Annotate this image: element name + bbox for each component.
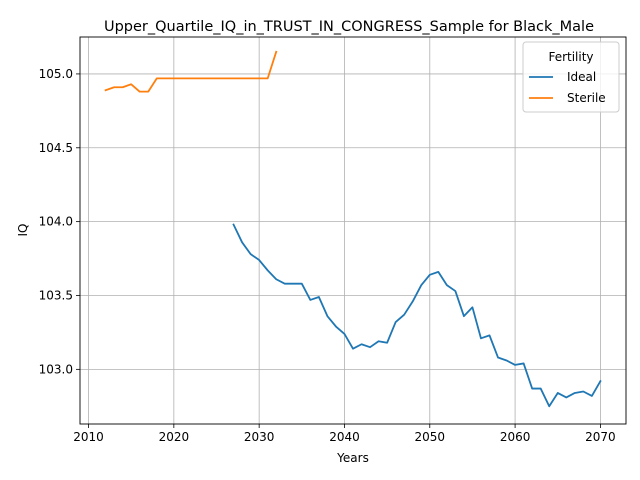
y-tick-label: 104.5 — [39, 141, 73, 155]
y-tick-label: 103.0 — [39, 362, 73, 376]
series-line-ideal — [232, 223, 602, 408]
legend-label-sterile: Sterile — [567, 91, 606, 105]
grid-lines — [80, 37, 626, 424]
x-tick-label: 2040 — [329, 430, 360, 444]
x-tick-label: 2070 — [585, 430, 616, 444]
x-tick-label: 2050 — [415, 430, 446, 444]
y-tick-label: 105.0 — [39, 67, 73, 81]
series-line-sterile — [104, 50, 278, 93]
legend-title: Fertility — [548, 50, 593, 64]
chart-title: Upper_Quartile_IQ_in_TRUST_IN_CONGRESS_S… — [104, 19, 594, 35]
x-tick-label: 2020 — [159, 430, 190, 444]
y-tick-label: 104.0 — [39, 215, 73, 229]
x-tick-label: 2030 — [244, 430, 275, 444]
legend: Fertility Ideal Sterile — [522, 41, 620, 113]
y-axis-label: IQ — [16, 224, 30, 237]
plot-frame — [79, 36, 627, 425]
y-axis-ticks: 103.0 103.5 104.0 104.5 105.0 — [39, 67, 80, 376]
y-tick-label: 103.5 — [39, 288, 73, 302]
x-tick-label: 2010 — [73, 430, 104, 444]
legend-label-ideal: Ideal — [567, 70, 596, 84]
x-axis-ticks: 2010 2020 2030 2040 2050 2060 2070 — [73, 424, 616, 444]
series-lines — [104, 50, 602, 408]
x-tick-label: 2060 — [500, 430, 531, 444]
legend-box — [522, 41, 620, 113]
x-axis-label: Years — [336, 451, 369, 465]
